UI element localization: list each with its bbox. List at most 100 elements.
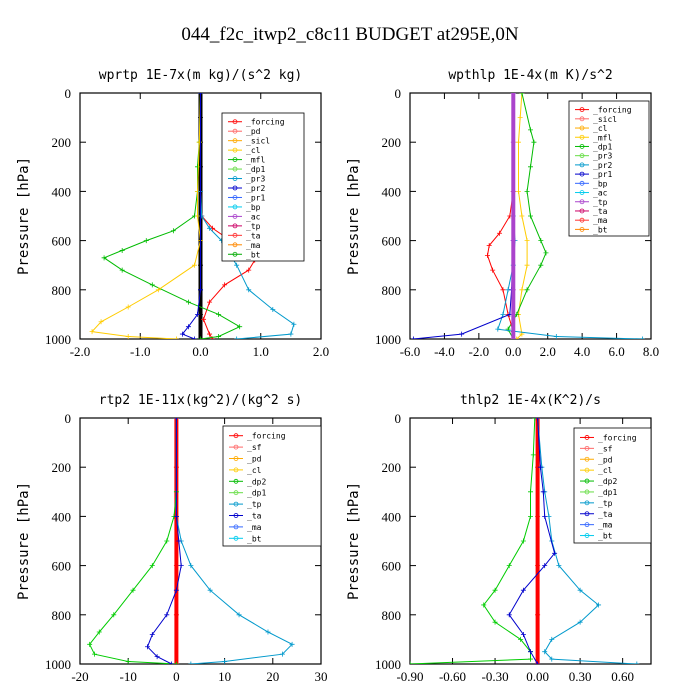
series-point — [520, 631, 526, 637]
series-point — [279, 651, 285, 657]
legend-marker — [232, 223, 238, 229]
series-point — [125, 659, 131, 664]
series-point — [514, 336, 520, 339]
legend-entry: _pr3 — [593, 152, 612, 161]
series-point — [246, 287, 252, 293]
y-tick-label: 800 — [52, 283, 72, 298]
series-point — [549, 636, 555, 642]
series-point — [185, 324, 191, 330]
y-tick-label: 400 — [52, 509, 72, 524]
legend-entry: _ma — [598, 521, 613, 530]
series-point — [234, 262, 240, 268]
x-tick-label: 10 — [218, 669, 231, 684]
legend-marker — [232, 147, 238, 153]
series-point — [490, 267, 496, 273]
legend-marker — [233, 490, 239, 496]
legend-marker — [584, 467, 590, 473]
legend-entry: _pd — [246, 127, 261, 136]
legend-entry: _sf — [598, 444, 613, 453]
legend-entry: _cl — [246, 146, 261, 155]
legend-marker — [579, 134, 585, 140]
series-point — [191, 262, 197, 268]
series-point — [497, 230, 503, 236]
series-point — [98, 319, 104, 325]
series-point — [528, 513, 533, 519]
y-tick-label: 0 — [65, 411, 72, 426]
y-tick-label: 1000 — [45, 657, 71, 672]
series-point — [173, 563, 179, 569]
series-point — [173, 513, 179, 519]
x-tick-label: 0 — [173, 669, 180, 684]
legend-marker — [233, 467, 239, 473]
series-point — [510, 93, 516, 96]
y-tick-label: 600 — [52, 559, 72, 574]
legend-entry: _tp — [246, 222, 261, 231]
legend-entry: _ta — [247, 512, 262, 521]
legend-entry: _bt — [247, 534, 262, 543]
series-point — [154, 654, 160, 660]
plot-frame — [409, 92, 652, 340]
series-point — [518, 636, 524, 642]
series-point — [506, 612, 512, 618]
series-point — [639, 336, 645, 339]
series-point — [500, 287, 506, 293]
series-line-2 — [410, 418, 536, 664]
legend-marker — [579, 153, 585, 159]
series-line-3 — [103, 93, 241, 339]
y-tick-label: 600 — [382, 234, 402, 249]
legend-marker — [233, 478, 239, 484]
series-point — [89, 329, 95, 335]
series-point — [87, 641, 93, 647]
series-point — [173, 587, 179, 593]
series-point — [101, 255, 107, 261]
chart-panel-4: thlp2 1E-4x(K^2)/s Pressure [hPa] -0.90 -0.… — [346, 393, 652, 684]
series-point — [535, 661, 541, 664]
legend-box — [222, 425, 322, 547]
legend-entry: _dp1 — [247, 489, 266, 498]
series-point — [528, 656, 533, 662]
legend-entry: _sicl — [593, 115, 617, 124]
series-point — [515, 188, 521, 194]
series-point — [164, 538, 170, 544]
x-tick-label: 20 — [266, 669, 279, 684]
legend-entry: _forcing — [246, 118, 285, 127]
series-line-2 — [89, 418, 177, 664]
legend-entry: _ta — [593, 207, 608, 216]
series-point — [179, 331, 185, 337]
series-point — [531, 139, 537, 145]
y-tick-label: 600 — [382, 559, 402, 574]
series-point — [552, 550, 558, 556]
legend-entry: _pr2 — [246, 184, 265, 193]
series-point — [194, 311, 200, 317]
y-axis-label: Pressure [hPa] — [346, 157, 362, 275]
series-point — [524, 262, 530, 268]
series-point — [125, 304, 131, 310]
legend-entry: _dp2 — [247, 477, 266, 486]
series-point — [173, 612, 179, 618]
series-point — [91, 651, 97, 657]
series-point — [173, 418, 179, 421]
x-tick-label: 4.0 — [574, 344, 590, 359]
series-point — [549, 656, 555, 662]
x-tick-label: 1.0 — [253, 344, 269, 359]
x-tick-label: -0.30 — [482, 669, 509, 684]
series-point — [542, 513, 548, 519]
legend-marker — [232, 185, 238, 191]
legend-marker — [584, 489, 590, 495]
legend-entry: _sicl — [246, 137, 270, 146]
legend-marker — [579, 144, 585, 149]
legend-entry: _pd — [247, 455, 262, 464]
x-tick-label: 2.0 — [540, 344, 556, 359]
y-tick-label: 800 — [52, 608, 72, 623]
series-point — [535, 513, 541, 519]
series-point — [191, 336, 197, 339]
series-point — [528, 213, 533, 219]
series-point — [216, 334, 222, 339]
series-point — [540, 489, 546, 495]
legend-entry: _dp1 — [598, 488, 617, 497]
series-point — [96, 629, 102, 635]
legend-marker — [584, 500, 590, 506]
series-point — [528, 489, 533, 495]
series-point — [510, 287, 516, 293]
